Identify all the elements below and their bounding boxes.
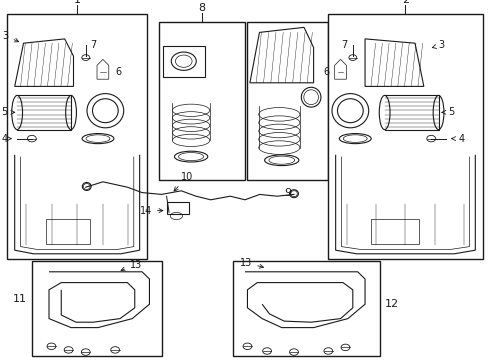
Bar xyxy=(167,202,189,214)
Ellipse shape xyxy=(332,94,368,128)
Text: 2: 2 xyxy=(402,0,409,5)
Text: 5: 5 xyxy=(442,107,455,117)
Bar xyxy=(159,22,245,180)
Bar xyxy=(370,219,419,244)
Text: 3: 3 xyxy=(3,31,19,42)
Text: 6: 6 xyxy=(115,67,121,77)
Polygon shape xyxy=(15,39,74,86)
Polygon shape xyxy=(250,27,314,83)
Text: 14: 14 xyxy=(140,206,163,216)
Text: 8: 8 xyxy=(198,3,206,13)
Bar xyxy=(233,261,380,356)
Bar xyxy=(385,95,439,130)
Text: 1: 1 xyxy=(74,0,81,5)
Text: 4: 4 xyxy=(1,134,11,144)
Bar xyxy=(46,219,90,244)
Bar xyxy=(328,14,483,259)
Bar xyxy=(163,46,205,77)
Polygon shape xyxy=(365,39,424,86)
Text: 3: 3 xyxy=(432,40,445,50)
Bar xyxy=(247,22,328,180)
Bar xyxy=(17,95,71,130)
Text: 4: 4 xyxy=(452,134,465,144)
Text: 9: 9 xyxy=(284,188,292,198)
Text: 13: 13 xyxy=(121,260,142,271)
Bar xyxy=(32,261,162,356)
Ellipse shape xyxy=(12,95,23,130)
Bar xyxy=(7,14,147,259)
Text: 7: 7 xyxy=(342,40,348,50)
Text: 6: 6 xyxy=(323,67,329,77)
Text: 5: 5 xyxy=(1,107,15,117)
Text: 7: 7 xyxy=(91,40,97,50)
Text: 13: 13 xyxy=(240,258,264,268)
Text: 10: 10 xyxy=(174,172,194,191)
Ellipse shape xyxy=(87,94,123,128)
Text: 12: 12 xyxy=(385,299,399,309)
Ellipse shape xyxy=(379,95,390,130)
Text: 11: 11 xyxy=(13,294,27,304)
